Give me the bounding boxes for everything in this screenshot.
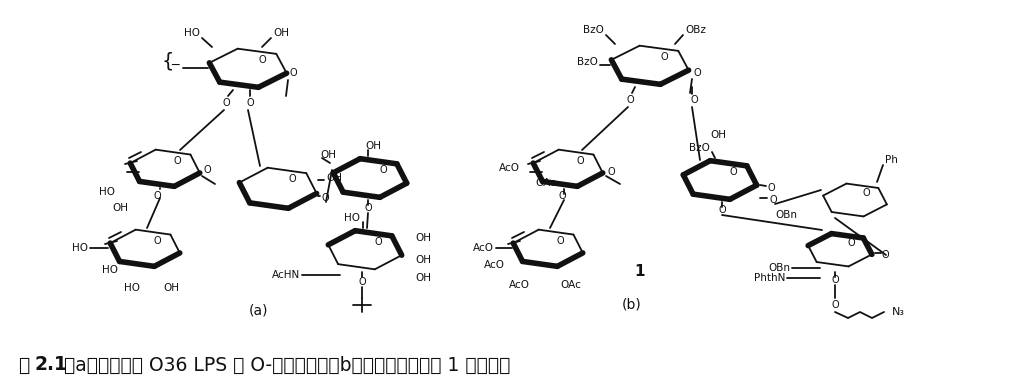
Text: O: O [768,183,776,193]
Text: O: O [259,55,266,65]
Text: O: O [694,68,702,78]
Text: O: O [863,188,870,198]
Text: O: O [576,156,584,166]
Text: AcO: AcO [484,260,505,270]
Text: O: O [153,191,160,201]
Text: O: O [729,167,737,177]
Text: O: O [831,275,839,285]
Text: O: O [558,191,566,201]
Text: {: { [161,51,174,71]
Text: HO: HO [184,28,200,38]
Text: OH: OH [273,28,289,38]
Text: N₃: N₃ [892,307,905,317]
Text: (b): (b) [622,298,642,312]
Text: O: O [690,95,698,105]
Text: O: O [358,277,366,287]
Text: OBz: OBz [685,25,706,35]
Text: AcHN: AcHN [272,270,300,280]
Text: OH: OH [415,255,431,265]
Text: HO: HO [124,283,140,293]
Text: O: O [770,195,778,205]
Text: (a): (a) [248,303,268,317]
Text: OBn: OBn [768,263,790,273]
Text: BzO: BzO [577,57,598,67]
Text: （a）大肠杆菌 O36 LPS 的 O-抗原多糖与（b）目标化合物五糖 1 的结构式: （a）大肠杆菌 O36 LPS 的 O-抗原多糖与（b）目标化合物五糖 1 的结… [64,356,510,374]
Text: OH: OH [415,233,431,243]
Text: O: O [831,300,839,310]
Text: O: O [322,193,330,203]
Text: O: O [379,165,386,175]
Text: HO: HO [72,243,88,253]
Text: OH: OH [710,130,726,140]
Text: O: O [718,205,726,215]
Text: HO: HO [344,213,360,223]
Text: O: O [608,167,615,177]
Text: O: O [374,237,382,247]
Text: HO: HO [99,187,115,197]
Text: OBn: OBn [775,210,797,220]
Text: AcO: AcO [509,280,530,290]
Text: OAc: OAc [560,280,580,290]
Text: O: O [153,236,160,246]
Text: BzO: BzO [689,143,710,153]
Text: OAc: OAc [535,178,556,188]
Text: OH: OH [415,273,431,283]
Text: O: O [173,156,181,166]
Text: ─: ─ [172,58,179,71]
Text: O: O [556,236,564,246]
Text: O: O [847,238,854,248]
Text: O: O [626,95,634,105]
Text: O: O [222,98,230,108]
Text: O: O [246,98,253,108]
Text: OH: OH [326,173,342,183]
Text: 1: 1 [635,265,645,280]
Text: O: O [882,250,889,260]
Text: OH: OH [162,283,179,293]
Text: OH: OH [365,141,381,151]
Text: OH: OH [112,203,128,213]
Text: O: O [364,203,372,213]
Text: 图: 图 [18,356,30,374]
Text: HO: HO [102,265,118,275]
Text: BzO: BzO [584,25,604,35]
Text: PhthN: PhthN [753,273,785,283]
Text: AcO: AcO [499,163,520,173]
Text: O: O [203,165,211,175]
Text: O: O [290,68,297,78]
Text: O: O [288,174,295,184]
Text: O: O [660,52,667,62]
Text: 2.1: 2.1 [35,356,67,374]
Text: Ph: Ph [885,155,898,165]
Text: OH: OH [320,150,336,160]
Text: AcO: AcO [473,243,494,253]
